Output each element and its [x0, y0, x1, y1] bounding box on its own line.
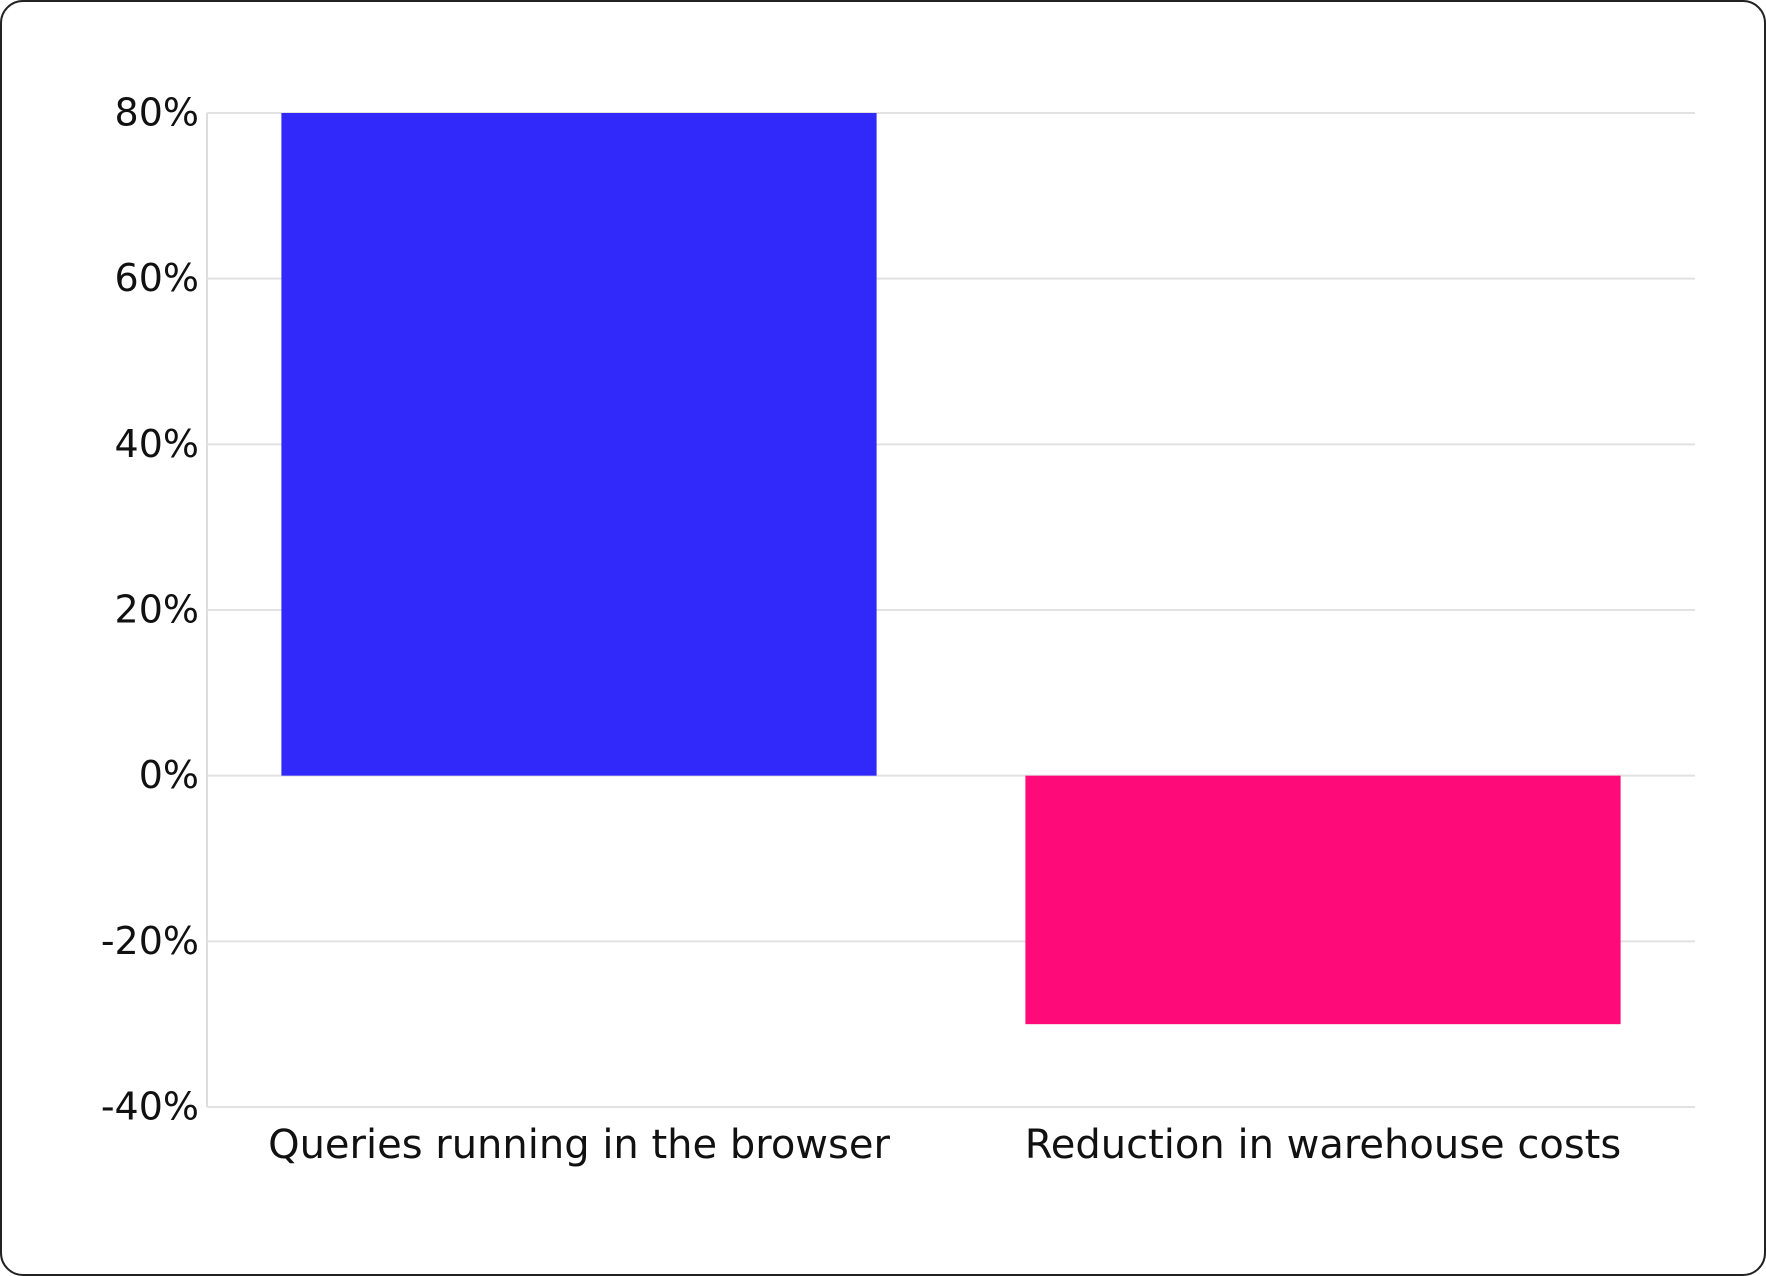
y-tick-label: 0% — [139, 753, 199, 797]
y-tick-label: -20% — [101, 919, 199, 963]
y-tick-label: 80% — [115, 91, 199, 135]
y-tick-label: 40% — [115, 422, 199, 466]
y-tick-label: 60% — [115, 256, 199, 300]
y-tick-label: 20% — [115, 588, 199, 632]
x-tick-label: Reduction in warehouse costs — [1025, 1122, 1621, 1168]
y-tick-label: -40% — [101, 1085, 199, 1129]
x-tick-label: Queries running in the browser — [268, 1122, 890, 1168]
bar — [281, 113, 877, 776]
bar — [1025, 775, 1621, 1025]
